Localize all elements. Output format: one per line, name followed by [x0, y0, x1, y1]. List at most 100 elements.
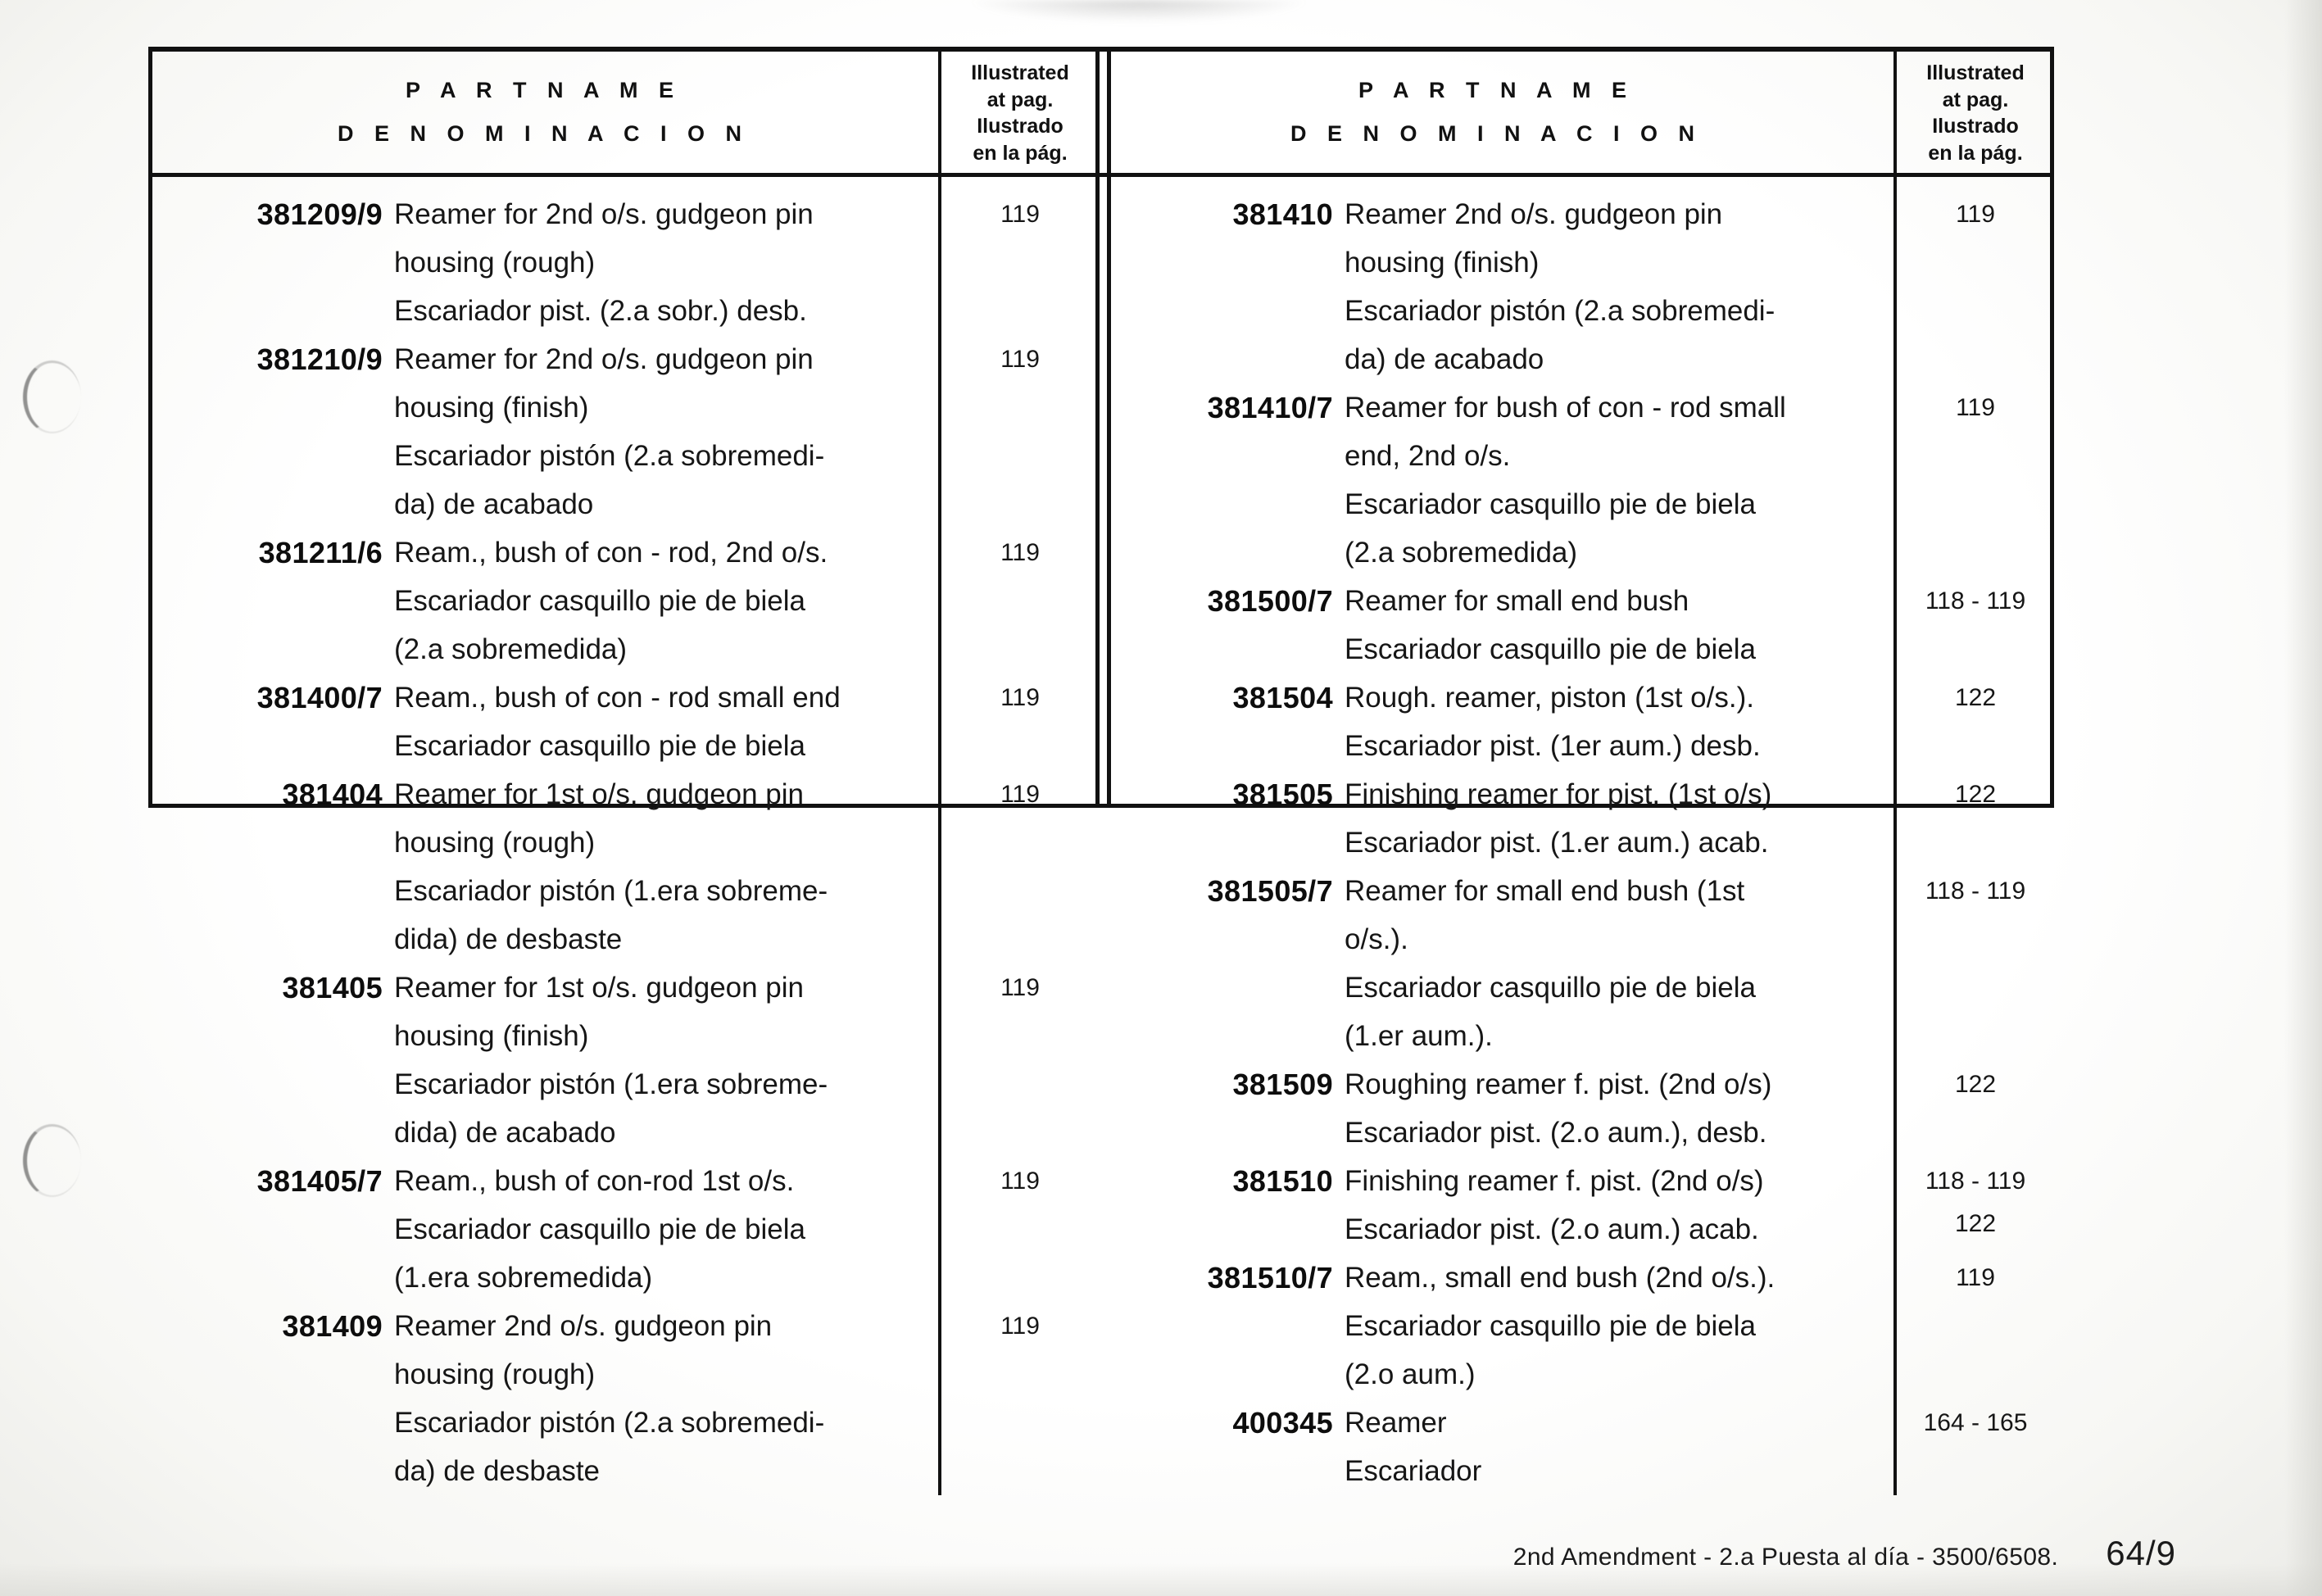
- table-row[interactable]: 381404 Reamer for 1st o/s. gudgeon pin hou…: [148, 770, 938, 963]
- table-row[interactable]: 381211/6 Ream., bush of con - rod, 2nd o/…: [148, 528, 938, 673]
- scan-artifact-top: [967, 0, 1311, 23]
- illustrated-page-ref: 122: [1954, 684, 1997, 711]
- illustrated-page-ref: 119: [1000, 346, 1040, 373]
- description-line: Escariador pistón (1.era sobreme-: [394, 1068, 828, 1100]
- description-line: dida) de acabado: [394, 1117, 616, 1149]
- description-line: housing (rough): [394, 1358, 596, 1390]
- table-row[interactable]: 381400/7 Ream., bush of con - rod small e…: [148, 673, 938, 770]
- description-line: (2.a sobremedida): [1345, 537, 1578, 569]
- illustrated-page-ref: 118 - 119 122: [1897, 1157, 2054, 1243]
- table-row[interactable]: 381210/9 Reamer for 2nd o/s. gudgeon pin h…: [148, 335, 938, 528]
- table-row[interactable]: 381509 Roughing reamer f. pist. (2nd o/s)…: [1099, 1060, 1893, 1157]
- description-line: Escariador pist. (1er aum.) desb.: [1345, 730, 1761, 762]
- description-line: Escariador pistón (2.a sobremedi-: [394, 440, 825, 472]
- part-number: 381505: [1232, 778, 1333, 811]
- header-part-name-es: D E N O M I N A C I O N: [1290, 121, 1702, 146]
- part-description: Reamer for small end bush Escariador casq…: [1345, 577, 1893, 673]
- description-line: (1.era sobremedida): [394, 1262, 653, 1294]
- table-row[interactable]: 381410 Reamer 2nd o/s. gudgeon pin housing…: [1099, 190, 1893, 383]
- table-row[interactable]: 381500/7 Reamer for small end bush Escaria…: [1099, 577, 1893, 673]
- illustrated-page-ref: 164 - 165: [1923, 1409, 2028, 1436]
- header-part-name-en: P A R T N A M E: [405, 78, 681, 102]
- description-line: housing (finish): [394, 392, 589, 424]
- part-number: 381510/7: [1207, 1261, 1333, 1294]
- part-number: 381405/7: [256, 1164, 383, 1198]
- part-description: Ream., small end bush (2nd o/s.). Escaria…: [1345, 1254, 1893, 1399]
- part-number: 400345: [1232, 1406, 1333, 1440]
- description-line: da) de acabado: [1345, 343, 1544, 375]
- illustrated-page-ref: 119: [1000, 1168, 1040, 1195]
- illustrated-page-ref: 119: [1000, 684, 1040, 711]
- description-line: Escariador casquillo pie de biela: [1345, 633, 1756, 665]
- description-line: dida) de desbaste: [394, 923, 623, 955]
- illustrated-page-ref: 119: [1000, 974, 1040, 1001]
- description-line: Escariador casquillo pie de biela: [1345, 972, 1756, 1004]
- part-description: Reamer for 2nd o/s. gudgeon pin housing (…: [394, 335, 938, 528]
- part-description: Ream., bush of con-rod 1st o/s. Escariado…: [394, 1157, 938, 1302]
- description-line: Finishing reamer f. pist. (2nd o/s): [1345, 1165, 1764, 1197]
- part-description: Roughing reamer f. pist. (2nd o/s) Escari…: [1345, 1060, 1893, 1157]
- part-number: 381209/9: [256, 197, 383, 231]
- illustrated-page-ref: 119: [1000, 781, 1040, 808]
- table-row[interactable]: 381504 Rough. reamer, piston (1st o/s.). E…: [1099, 673, 1893, 770]
- description-line: end, 2nd o/s.: [1345, 440, 1511, 472]
- description-line: o/s.).: [1345, 923, 1408, 955]
- illustrated-page-ref: 119: [1956, 1264, 1995, 1291]
- binder-hole-punch: [23, 1124, 81, 1197]
- table-row[interactable]: 381505 Finishing reamer for pist. (1st o/…: [1099, 770, 1893, 867]
- table-row[interactable]: 381505/7 Reamer for small end bush (1st o/…: [1099, 867, 1893, 1060]
- footer-amendment-note: 2nd Amendment - 2.a Puesta al día - 3500…: [1512, 1544, 2059, 1571]
- header-illustrated-l2: at pag.: [986, 88, 1054, 111]
- description-line: Reamer for 2nd o/s. gudgeon pin: [394, 343, 814, 375]
- scan-edge-right: [2284, 0, 2322, 1596]
- illustrated-page-ref: 119: [1000, 201, 1040, 228]
- part-description: Reamer Escariador: [1345, 1399, 1893, 1495]
- description-line: Escariador casquillo pie de biela: [1345, 488, 1756, 520]
- description-line: Reamer 2nd o/s. gudgeon pin: [394, 1310, 773, 1342]
- table-row[interactable]: 381405/7 Ream., bush of con-rod 1st o/s. E…: [148, 1157, 938, 1302]
- table-center-rule-right: [1107, 47, 1111, 808]
- table-row[interactable]: 400345 Reamer Escariador: [1099, 1399, 1893, 1495]
- left-table-body: 381209/9 Reamer for 2nd o/s. gudgeon pin h…: [148, 177, 1099, 1495]
- table-row[interactable]: 381209/9 Reamer for 2nd o/s. gudgeon pin h…: [148, 190, 938, 335]
- description-line: Escariador pist. (2.o aum.) acab.: [1345, 1213, 1759, 1245]
- part-description: Finishing reamer f. pist. (2nd o/s) Escar…: [1345, 1157, 1893, 1254]
- header-illustrated-l3: Ilustrado: [1932, 115, 2019, 138]
- table-row[interactable]: 381405 Reamer for 1st o/s. gudgeon pin hou…: [148, 963, 938, 1157]
- description-line: (2.o aum.): [1345, 1358, 1476, 1390]
- part-number: 381410/7: [1207, 391, 1333, 424]
- illustrated-page-ref: 118 - 119: [1925, 877, 2026, 905]
- table-row[interactable]: 381410/7 Reamer for bush of con - rod sma…: [1099, 383, 1893, 577]
- left-table-header: P A R T N A M E D E N O M I N A C I O N …: [148, 52, 1099, 177]
- description-line: Reamer for 1st o/s. gudgeon pin: [394, 972, 805, 1004]
- part-description: Rough. reamer, piston (1st o/s.). Escaria…: [1345, 673, 1893, 770]
- header-part-name-es: D E N O M I N A C I O N: [337, 121, 749, 146]
- illustrated-page-ref: 122: [1954, 1071, 1997, 1098]
- part-description: Finishing reamer for pist. (1st o/s) Esca…: [1345, 770, 1893, 867]
- description-line: Finishing reamer for pist. (1st o/s): [1345, 778, 1772, 810]
- description-line: Reamer for 2nd o/s. gudgeon pin: [394, 198, 814, 230]
- description-line: (2.a sobremedida): [394, 633, 628, 665]
- description-line: Escariador pist. (2.o aum.), desb.: [1345, 1117, 1767, 1149]
- illustrated-page-ref: 119: [1956, 201, 1995, 228]
- description-line: Ream., bush of con - rod, 2nd o/s.: [394, 537, 828, 569]
- table-row[interactable]: 381510 Finishing reamer f. pist. (2nd o/s…: [1099, 1157, 1893, 1254]
- table-row[interactable]: 381409 Reamer 2nd o/s. gudgeon pin housing…: [148, 1302, 938, 1495]
- right-page-ref-list: 119 119 118 - 119 122 122 118 - 119 122 118 - 1…: [1893, 177, 2054, 1495]
- header-part-name-en: P A R T N A M E: [1358, 78, 1634, 102]
- description-line: Ream., bush of con-rod 1st o/s.: [394, 1165, 795, 1197]
- part-description: Ream., bush of con - rod small end Escari…: [394, 673, 938, 770]
- description-line: Escariador pistón (1.era sobreme-: [394, 875, 828, 907]
- table-row[interactable]: 381510/7 Ream., small end bush (2nd o/s.)…: [1099, 1254, 1893, 1399]
- right-entry-list: 381410 Reamer 2nd o/s. gudgeon pin housing…: [1099, 177, 1893, 1495]
- part-description: Reamer for 2nd o/s. gudgeon pin housing (…: [394, 190, 938, 335]
- right-column: P A R T N A M E D E N O M I N A C I O N …: [1099, 52, 2054, 1495]
- part-number: 381505/7: [1207, 874, 1333, 908]
- part-description: Reamer for bush of con - rod small end, 2…: [1345, 383, 1893, 577]
- description-line: housing (rough): [394, 827, 596, 859]
- description-line: housing (finish): [394, 1020, 589, 1052]
- left-entry-list: 381209/9 Reamer for 2nd o/s. gudgeon pin h…: [148, 177, 938, 1495]
- description-line: Escariador casquillo pie de biela: [394, 1213, 805, 1245]
- description-line: Escariador pist. (2.a sobr.) desb.: [394, 295, 807, 327]
